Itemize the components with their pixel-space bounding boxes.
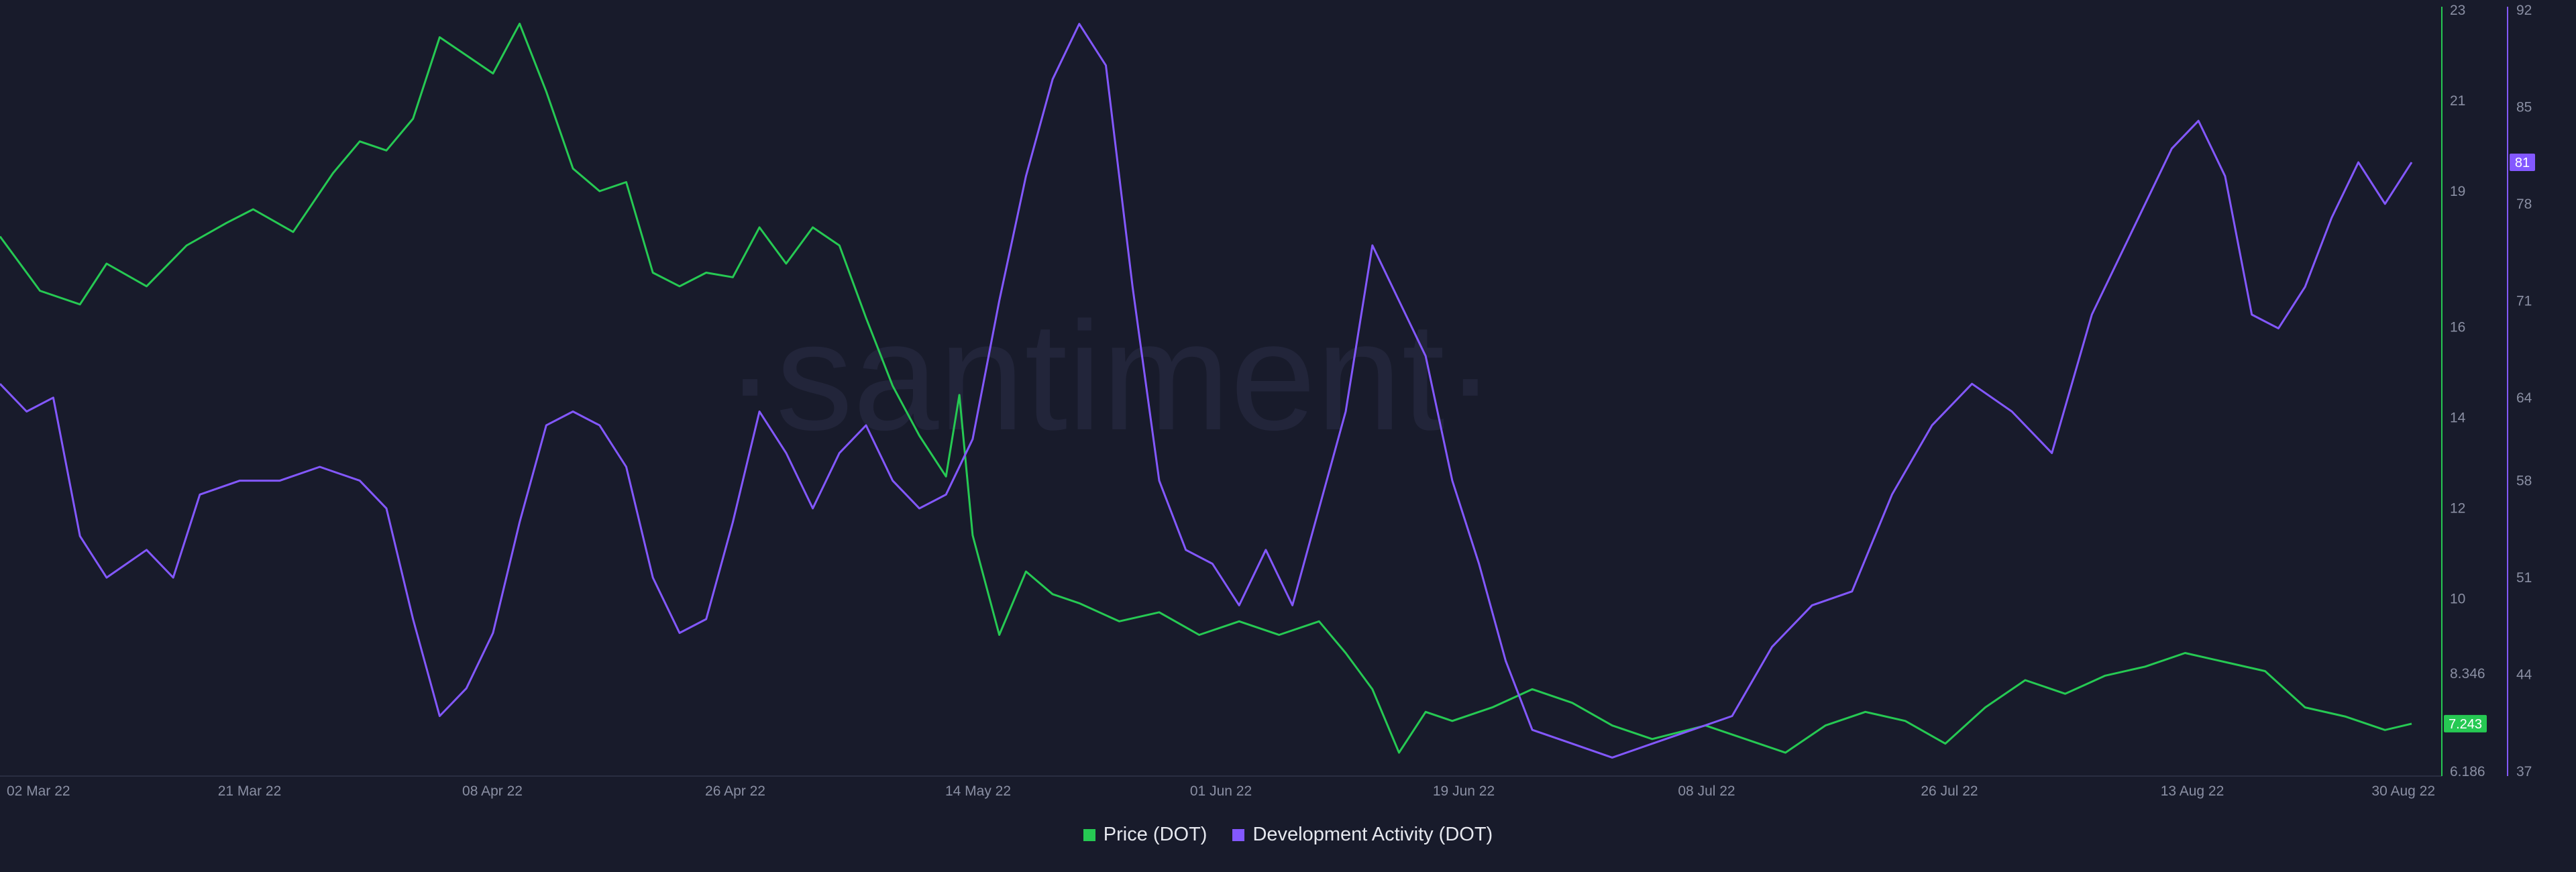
x-tick-label: 19 Jun 22 <box>1433 783 1495 799</box>
dev-axis-tick-label: 64 <box>2516 390 2532 406</box>
x-tick-label: 02 Mar 22 <box>7 783 70 799</box>
price-axis-tick-label: 21 <box>2450 93 2465 109</box>
legend-item-dev-activity[interactable]: Development Activity (DOT) <box>1232 824 1493 846</box>
x-tick-label: 26 Jul 22 <box>1921 783 1978 799</box>
x-tick-label: 21 Mar 22 <box>218 783 282 799</box>
price-last-value-text: 7.243 <box>2449 717 2482 732</box>
dev-axis-tick-label: 78 <box>2516 197 2532 212</box>
x-tick-label: 01 Jun 22 <box>1190 783 1252 799</box>
legend-item-price[interactable]: Price (DOT) <box>1083 824 1208 846</box>
dev-axis-tick-label: 85 <box>2516 99 2532 115</box>
x-tick-label: 14 May 22 <box>945 783 1011 799</box>
legend-swatch-dev-activity <box>1232 828 1245 841</box>
dev-axis-tick-label: 71 <box>2516 293 2532 309</box>
legend-label-dev-activity: Development Activity (DOT) <box>1252 824 1493 845</box>
legend: Price (DOT) Development Activity (DOT) <box>0 824 2576 846</box>
price-axis-tick-label: 16 <box>2450 320 2465 335</box>
dev-last-value-badge <box>2510 154 2535 171</box>
dev-last-value-text: 81 <box>2515 156 2530 170</box>
dev-activity-series-line <box>0 23 2413 759</box>
price-axis-tick-label: 23 <box>2450 3 2465 18</box>
price-axis-tick-label: 10 <box>2450 592 2465 607</box>
dev-axis-tick-label: 58 <box>2516 474 2532 489</box>
price-axis-tick-label: 19 <box>2450 184 2465 199</box>
watermark-text: ·santiment· <box>724 290 1496 462</box>
price-axis-tick-label: 14 <box>2450 411 2466 426</box>
x-tick-label: 30 Aug 22 <box>2371 783 2435 799</box>
x-tick-label: 08 Apr 22 <box>462 783 523 799</box>
dev-axis-tick-label: 92 <box>2516 3 2532 18</box>
x-tick-label: 08 Jul 22 <box>1678 783 1735 799</box>
x-tick-label: 26 Apr 22 <box>705 783 765 799</box>
legend-swatch-price <box>1083 828 1095 841</box>
x-tick-label: 13 Aug 22 <box>2161 783 2224 799</box>
price-axis-tick-label: 6.186 <box>2450 764 2485 779</box>
price-series-line <box>0 22 2412 754</box>
price-axis-tick-label: 8.346 <box>2450 666 2485 682</box>
price-last-value-badge <box>2444 714 2487 732</box>
legend-label-price: Price (DOT) <box>1103 824 1208 845</box>
dev-axis-tick-label: 51 <box>2516 570 2532 586</box>
price-axis-tick-label: 12 <box>2450 501 2465 516</box>
dev-axis-tick-label: 44 <box>2516 667 2532 683</box>
dev-axis-tick-label: 37 <box>2516 764 2532 779</box>
